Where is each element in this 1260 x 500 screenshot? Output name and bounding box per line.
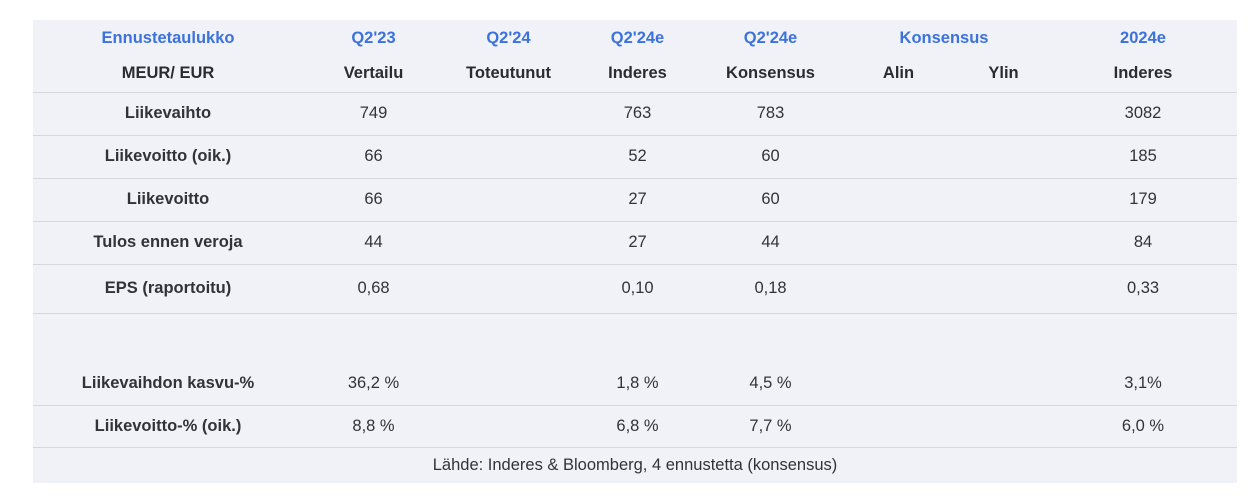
- cell-value: [444, 363, 573, 406]
- cell-value: [839, 135, 958, 179]
- table-row-tulos-ennen-veroja: Tulos ennen veroja 44 27 44 84: [33, 221, 1237, 265]
- col-subheader-konsensus: Konsensus: [702, 56, 839, 93]
- row-label: [33, 313, 303, 363]
- cell-value: 0,10: [573, 264, 702, 314]
- cell-value: 52: [573, 135, 702, 179]
- cell-value: 27: [573, 221, 702, 265]
- row-label: Liikevoitto: [33, 178, 303, 222]
- col-subheader-toteutunut: Toteutunut: [444, 56, 573, 93]
- row-label: Liikevaihdon kasvu-%: [33, 363, 303, 406]
- table-row-liikevaihdon-kasvu: Liikevaihdon kasvu-% 36,2 % 1,8 % 4,5 % …: [33, 363, 1237, 406]
- cell-value: 185: [1049, 135, 1237, 179]
- table-row-liikevoitto: Liikevoitto 66 27 60 179: [33, 178, 1237, 222]
- cell-value: 27: [573, 178, 702, 222]
- cell-value: [839, 405, 958, 448]
- row-label: Tulos ennen veroja: [33, 221, 303, 265]
- cell-value: 66: [303, 178, 444, 222]
- cell-value: [839, 178, 958, 222]
- table-footer-row: Lähde: Inderes & Bloomberg, 4 ennustetta…: [33, 447, 1237, 483]
- cell-value: 84: [1049, 221, 1237, 265]
- forecast-table: Ennustetaulukko Q2'23 Q2'24 Q2'24e Q2'24…: [33, 20, 1237, 483]
- table-row-spacer: [33, 313, 1237, 363]
- col-header-2024e: 2024e: [1120, 28, 1166, 47]
- cell-value: 0,18: [702, 264, 839, 314]
- cell-value: 44: [303, 221, 444, 265]
- cell-value: [839, 221, 958, 265]
- cell-value: 44: [702, 221, 839, 265]
- col-subheader-inderes-2024e: Inderes: [1049, 56, 1237, 93]
- cell-value: 60: [702, 178, 839, 222]
- col-header-q2-23: Q2'23: [351, 28, 396, 47]
- cell-value: [958, 405, 1049, 448]
- cell-value: [444, 178, 573, 222]
- cell-value: 36,2 %: [303, 363, 444, 406]
- row-label: EPS (raportoitu): [33, 264, 303, 314]
- col-subheader-vertailu: Vertailu: [303, 56, 444, 93]
- col-subheader-ylin: Ylin: [958, 56, 1049, 93]
- cell-value: [958, 363, 1049, 406]
- cell-value: [958, 221, 1049, 265]
- col-subheader-alin: Alin: [839, 56, 958, 93]
- row-label: Liikevoitto-% (oik.): [33, 405, 303, 448]
- table-row-eps-raportoitu: EPS (raportoitu) 0,68 0,10 0,18 0,33: [33, 264, 1237, 314]
- cell-value: [958, 264, 1049, 314]
- row-label: Liikevaihto: [33, 92, 303, 136]
- cell-value: [958, 178, 1049, 222]
- col-header-q2-24e-konsensus: Q2'24e: [743, 28, 798, 47]
- table-title: Ennustetaulukko: [101, 28, 235, 47]
- col-header-q2-24: Q2'24: [486, 28, 531, 47]
- table-row-liikevaihto: Liikevaihto 749 763 783 3082: [33, 92, 1237, 136]
- cell-value: [839, 92, 958, 136]
- cell-value: [839, 264, 958, 314]
- cell-value: 3,1%: [1049, 363, 1237, 406]
- cell-value: 0,68: [303, 264, 444, 314]
- source-note: Lähde: Inderes & Bloomberg, 4 ennustetta…: [432, 455, 838, 474]
- col-subheader-inderes-q2: Inderes: [573, 56, 702, 93]
- cell-value: 6,8 %: [573, 405, 702, 448]
- cell-value: 783: [702, 92, 839, 136]
- cell-value: 0,33: [1049, 264, 1237, 314]
- forecast-table-container: Ennustetaulukko Q2'23 Q2'24 Q2'24e Q2'24…: [33, 20, 1237, 483]
- cell-value: 6,0 %: [1049, 405, 1237, 448]
- cell-value: [444, 221, 573, 265]
- cell-value: [958, 92, 1049, 136]
- row-label: Liikevoitto (oik.): [33, 135, 303, 179]
- col-header-konsensus-group: Konsensus: [899, 28, 989, 47]
- table-row-liikevoitto-oik: Liikevoitto (oik.) 66 52 60 185: [33, 135, 1237, 179]
- cell-value: [958, 135, 1049, 179]
- header-row-subtitles: MEUR/ EUR Vertailu Toteutunut Inderes Ko…: [33, 56, 1237, 93]
- cell-value: 7,7 %: [702, 405, 839, 448]
- table-row-liikevoitto-pct: Liikevoitto-% (oik.) 8,8 % 6,8 % 7,7 % 6…: [33, 405, 1237, 448]
- cell-value: 8,8 %: [303, 405, 444, 448]
- cell-value: [444, 264, 573, 314]
- cell-value: 179: [1049, 178, 1237, 222]
- cell-value: 763: [573, 92, 702, 136]
- cell-value: [839, 363, 958, 406]
- header-row-periods: Ennustetaulukko Q2'23 Q2'24 Q2'24e Q2'24…: [33, 20, 1237, 56]
- cell-value: 1,8 %: [573, 363, 702, 406]
- cell-value: [444, 135, 573, 179]
- cell-value: [444, 92, 573, 136]
- unit-label: MEUR/ EUR: [33, 56, 303, 93]
- cell-value: 60: [702, 135, 839, 179]
- cell-value: 749: [303, 92, 444, 136]
- cell-value: 4,5 %: [702, 363, 839, 406]
- col-header-q2-24e-inderes: Q2'24e: [610, 28, 665, 47]
- cell-value: [444, 405, 573, 448]
- cell-value: 3082: [1049, 92, 1237, 136]
- cell-value: 66: [303, 135, 444, 179]
